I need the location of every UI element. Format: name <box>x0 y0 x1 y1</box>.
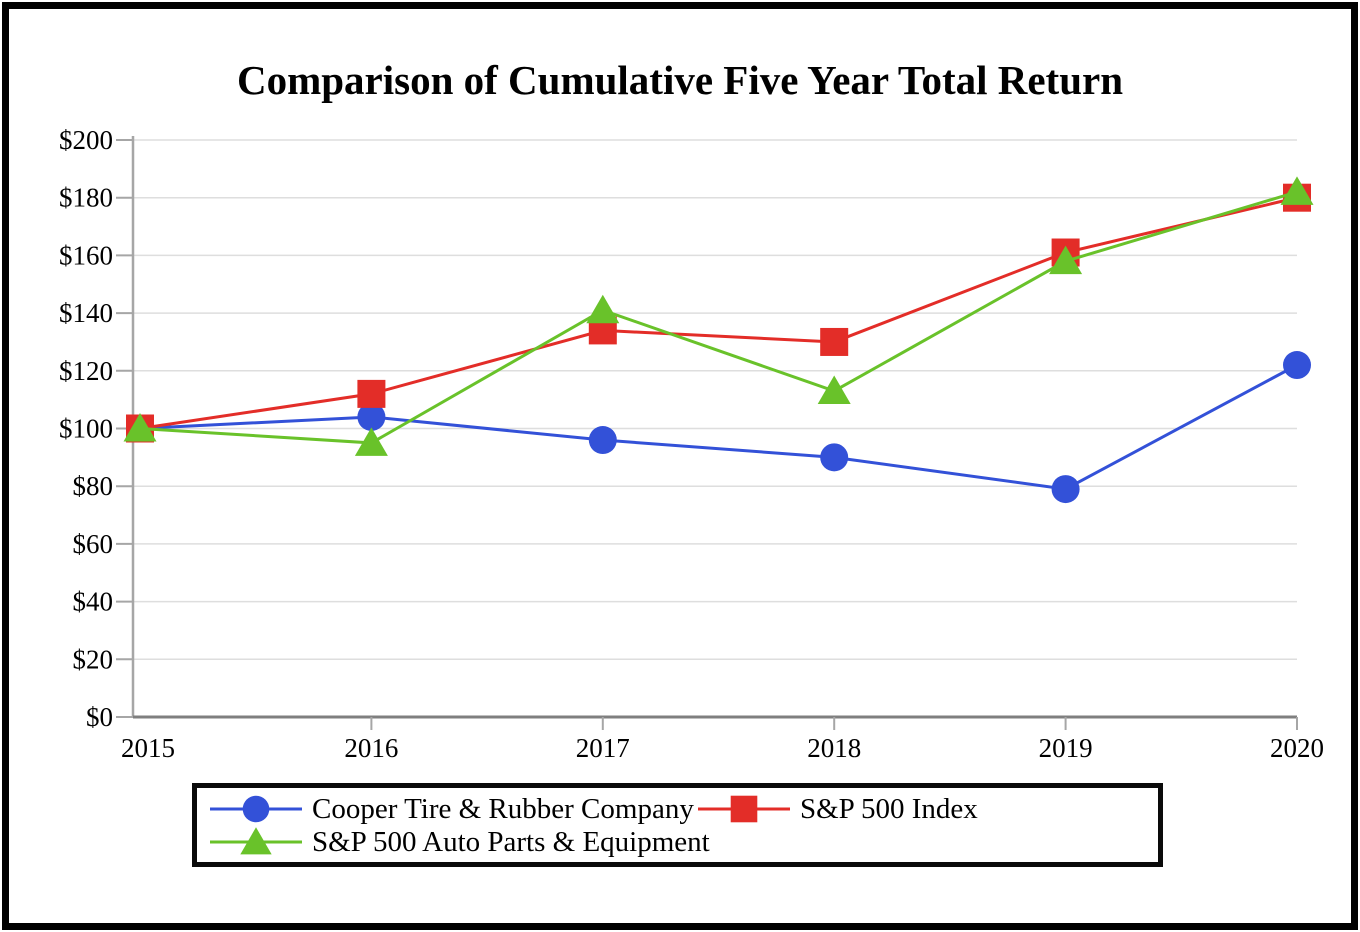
x-tick-label: 2015 <box>121 733 175 763</box>
series-cooper-tire-rubber-company <box>126 351 1311 504</box>
legend: Cooper Tire & Rubber Company S&P 500 Ind… <box>192 783 1163 867</box>
y-tick-label: $60 <box>73 529 114 559</box>
gridlines <box>133 139 1297 661</box>
y-tick-label: $200 <box>59 125 113 155</box>
legend-item-cooper-tire: Cooper Tire & Rubber Company <box>210 794 698 824</box>
sp500-index-line-square-icon <box>698 795 790 823</box>
y-axis: $0 $20 $40 $60 $80 $100 $120 $140 $160 $180 $200 <box>59 125 135 732</box>
legend-label-sp500-index: S&P 500 Index <box>800 793 978 825</box>
x-tick-label: 2018 <box>807 733 861 763</box>
x-tick-label: 2016 <box>344 733 398 763</box>
legend-label-cooper-tire: Cooper Tire & Rubber Company <box>312 793 694 825</box>
sp500-auto-parts-line-triangle-icon <box>210 827 302 855</box>
y-tick-label: $0 <box>86 702 113 732</box>
legend-label-sp500-auto-parts: S&P 500 Auto Parts & Equipment <box>312 826 710 858</box>
series-s-p-500-auto-parts-equipment <box>123 176 1314 456</box>
x-axis: 2015 2016 2017 2018 2019 2020 <box>121 715 1324 763</box>
x-tick-label: 2017 <box>576 733 630 763</box>
legend-grid: Cooper Tire & Rubber Company S&P 500 Ind… <box>197 788 1158 857</box>
legend-item-sp500-auto-parts: S&P 500 Auto Parts & Equipment <box>210 827 710 857</box>
x-tick-label: 2020 <box>1270 733 1324 763</box>
y-tick-label: $100 <box>59 414 113 444</box>
y-tick-label: $120 <box>59 356 113 386</box>
legend-item-sp500-index: S&P 500 Index <box>698 794 1158 824</box>
x-tick-label: 2019 <box>1039 733 1093 763</box>
y-tick-label: $140 <box>59 298 113 328</box>
y-tick-label: $80 <box>73 471 114 501</box>
chart-title: Comparison of Cumulative Five Year Total… <box>236 57 1124 103</box>
y-tick-label: $40 <box>73 587 114 617</box>
y-tick-label: $180 <box>59 183 113 213</box>
y-tick-label: $20 <box>73 644 114 674</box>
y-tick-label: $160 <box>59 240 113 270</box>
cooper-tire-line-circle-icon <box>210 795 302 823</box>
